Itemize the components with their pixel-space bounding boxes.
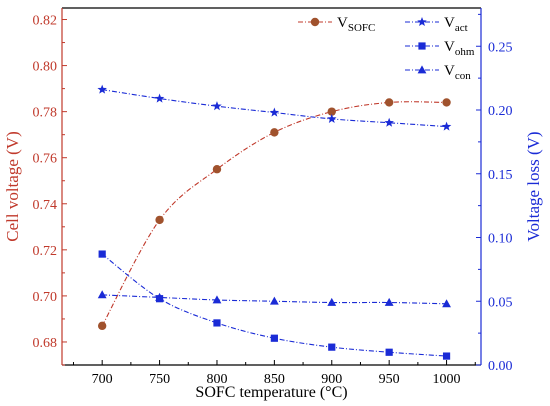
data-point <box>269 296 279 305</box>
data-point <box>441 121 452 131</box>
y-left-tick-label: 0.82 <box>33 14 58 29</box>
data-point <box>442 299 451 308</box>
y-right-tick-label: 0.20 <box>488 104 513 119</box>
data-point <box>97 84 107 94</box>
y-left-tick-label: 0.68 <box>33 336 58 351</box>
y-axis-right-title: Voltage loss (V) <box>524 131 543 241</box>
legend-label: Vcon <box>444 63 471 82</box>
data-point <box>327 297 337 306</box>
legend-marker <box>417 65 427 74</box>
y-right-tick-label: 0.00 <box>488 359 513 374</box>
legend-marker <box>418 42 426 50</box>
data-point <box>97 290 107 299</box>
data-point <box>384 98 394 107</box>
legend-item-act: Vact <box>405 15 468 34</box>
series-line-sofc <box>101 101 447 327</box>
data-point <box>384 117 394 127</box>
y-left-tick-label: 0.78 <box>33 106 58 121</box>
series-layer <box>97 84 452 360</box>
data-point <box>155 292 164 301</box>
x-tick-label: 750 <box>149 372 170 387</box>
x-axis-title: SOFC temperature (°C) <box>195 384 347 401</box>
legend-label: Vact <box>444 15 468 34</box>
legend-marker <box>417 17 427 27</box>
y-right-tick-label: 0.10 <box>488 232 513 247</box>
data-point <box>442 98 451 107</box>
legend-item-sofc: VSOFC <box>298 15 375 34</box>
y-left-tick-label: 0.70 <box>33 290 58 305</box>
y-right-tick-label: 0.25 <box>488 40 513 55</box>
data-point <box>442 352 451 360</box>
y-right-tick-label: 0.15 <box>488 168 513 183</box>
data-point <box>212 295 222 304</box>
series-con <box>97 290 451 308</box>
x-tick-label: 1000 <box>433 372 461 387</box>
data-point <box>385 348 393 356</box>
data-point <box>269 107 280 117</box>
x-tick-label: 900 <box>321 372 342 387</box>
legend-marker <box>310 17 320 27</box>
y-left-tick-label: 0.76 <box>33 152 58 167</box>
data-point <box>327 113 337 123</box>
x-tick-label: 850 <box>264 372 285 387</box>
legend-item-ohm: Vohm <box>405 39 475 58</box>
legend-item-con: Vcon <box>405 63 471 82</box>
data-point <box>328 343 336 351</box>
y-left-tick-label: 0.74 <box>33 198 58 213</box>
y-right-tick-label: 0.05 <box>488 295 513 310</box>
x-tick-label: 700 <box>92 372 113 387</box>
axes: 700 750 800 850 900 950 1000 0.68 0.70 0.72 0.74 0.… <box>33 7 513 387</box>
data-point <box>98 250 106 258</box>
x-tick-label: 950 <box>379 372 400 387</box>
data-point <box>327 107 336 116</box>
data-point <box>384 297 394 306</box>
series-sofc <box>97 98 451 331</box>
data-point <box>154 93 165 103</box>
data-point <box>97 321 107 331</box>
legend: VSOFC Vact Vohm Vcon <box>298 15 475 82</box>
legend-label: Vohm <box>444 39 475 58</box>
legend-label: VSOFC <box>337 15 375 34</box>
series-ohm <box>98 250 451 360</box>
data-point <box>155 215 164 225</box>
series-act <box>97 84 452 131</box>
y-left-tick-label: 0.72 <box>33 244 58 259</box>
x-tick-label: 800 <box>206 372 227 387</box>
data-point <box>270 334 278 342</box>
data-point <box>212 101 222 111</box>
y-axis-left-title: Cell voltage (V) <box>3 131 22 241</box>
data-point <box>212 165 222 174</box>
y-left-tick-label: 0.80 <box>33 60 58 75</box>
data-point <box>270 128 279 137</box>
data-point <box>213 319 221 327</box>
